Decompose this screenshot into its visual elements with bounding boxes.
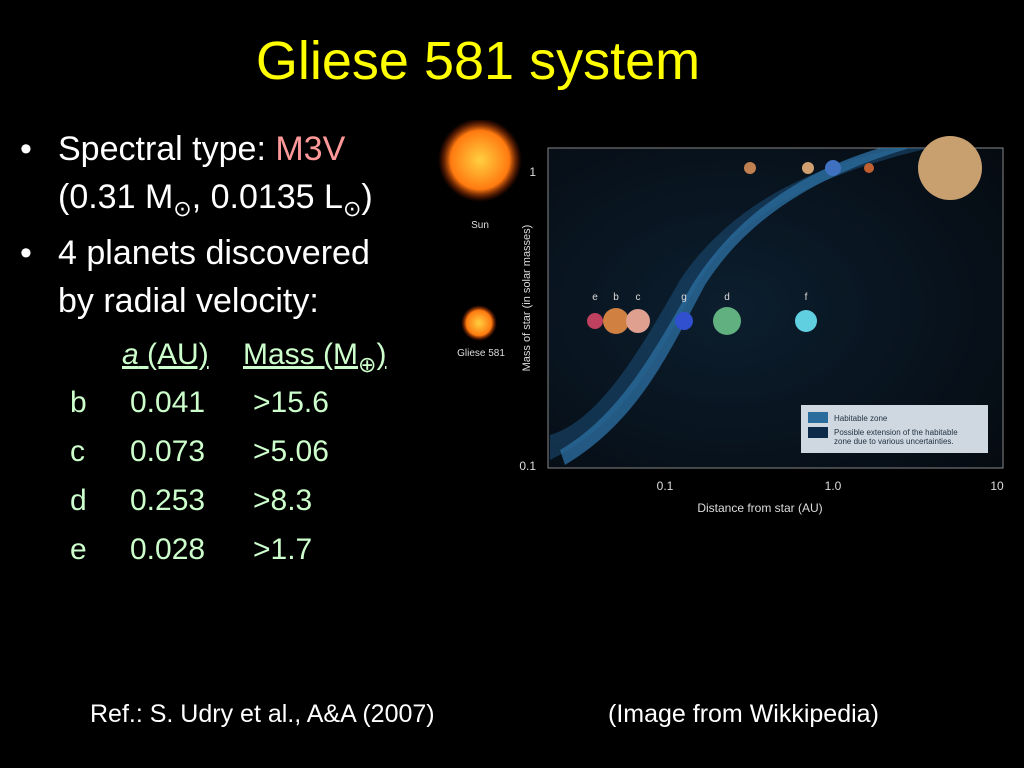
legend-swatch [808,427,828,438]
x-label: Distance from star (AU) [697,501,822,515]
figure: Sun Gliese 581 e b c g d f Mass of star (in s… [438,120,1004,515]
bullet: Spectral type: M3V [58,130,345,169]
text: ) [361,178,373,216]
highlight: M3V [275,130,346,168]
header: Mass (M [243,338,358,371]
symbol: ⊙ [173,196,192,221]
text: , 0.0135 L [191,178,343,216]
table-cell: 0.073 [130,435,206,468]
text: (0.31 M [58,178,174,216]
reference: Ref.: S. Udry et al., A&A (2007) [90,700,435,728]
x-tick-label: 1.0 [825,479,842,493]
legend-label: zone due to various uncertainties. [834,437,954,446]
planet-label: e [592,292,598,303]
bullet-line: 4 planets discovered [58,234,370,272]
x-tick-label: 0.1 [657,479,674,493]
habitable-zone [560,148,910,465]
table-header: Mass (M⊕) [243,338,386,378]
table-cell: >15.6 [253,386,329,419]
planet-label: g [681,292,687,303]
table-cell: 0.253 [130,484,206,517]
bullet-dot: • [20,234,32,272]
habitable-extension [550,148,930,460]
sun [438,120,522,202]
legend-swatch [808,412,828,423]
bullet-line: by radial velocity: [58,282,319,320]
table-cell: >8.3 [253,484,313,517]
legend [801,405,988,453]
star-label: Gliese 581 [457,348,505,359]
credit: (Image from Wikkipedia) [608,700,879,728]
header: ) [376,338,387,371]
legend-label: Habitable zone [834,414,888,423]
symbol: ⊙ [342,196,362,221]
table-cell: d [70,484,87,517]
symbol: ⊕ [358,352,377,377]
sun-label: Sun [471,220,489,231]
legend-label: Possible extension of the habitable [834,428,958,437]
y-tick-label: 0.1 [519,459,536,473]
bullet-dot: • [20,130,32,168]
title: Gliese 581 system [255,31,701,91]
table-cell: e [70,533,87,566]
table-cell: 0.028 [130,533,206,566]
planet-label: b [613,292,619,303]
table-header: a (AU) [122,338,209,372]
table-cell: b [70,386,87,419]
planets [587,136,982,335]
planet-label: c [636,292,641,303]
table-cell: c [70,435,85,468]
y-label: Mass of star (in solar masses) [521,225,533,372]
header: a [122,338,139,371]
bullet-line: (0.31 M⊙, 0.0135 L⊙) [58,178,373,222]
y-tick-label: 1 [529,165,536,179]
star [461,305,497,341]
header: (AU) [138,338,209,371]
x-tick-label: 10 [990,479,1004,493]
planet-label: d [724,292,730,303]
table-cell: >5.06 [253,435,329,468]
text: Spectral type: [58,130,276,168]
planet-label: f [805,292,808,303]
table-cell: 0.041 [130,386,206,419]
table-cell: >1.7 [253,533,313,566]
